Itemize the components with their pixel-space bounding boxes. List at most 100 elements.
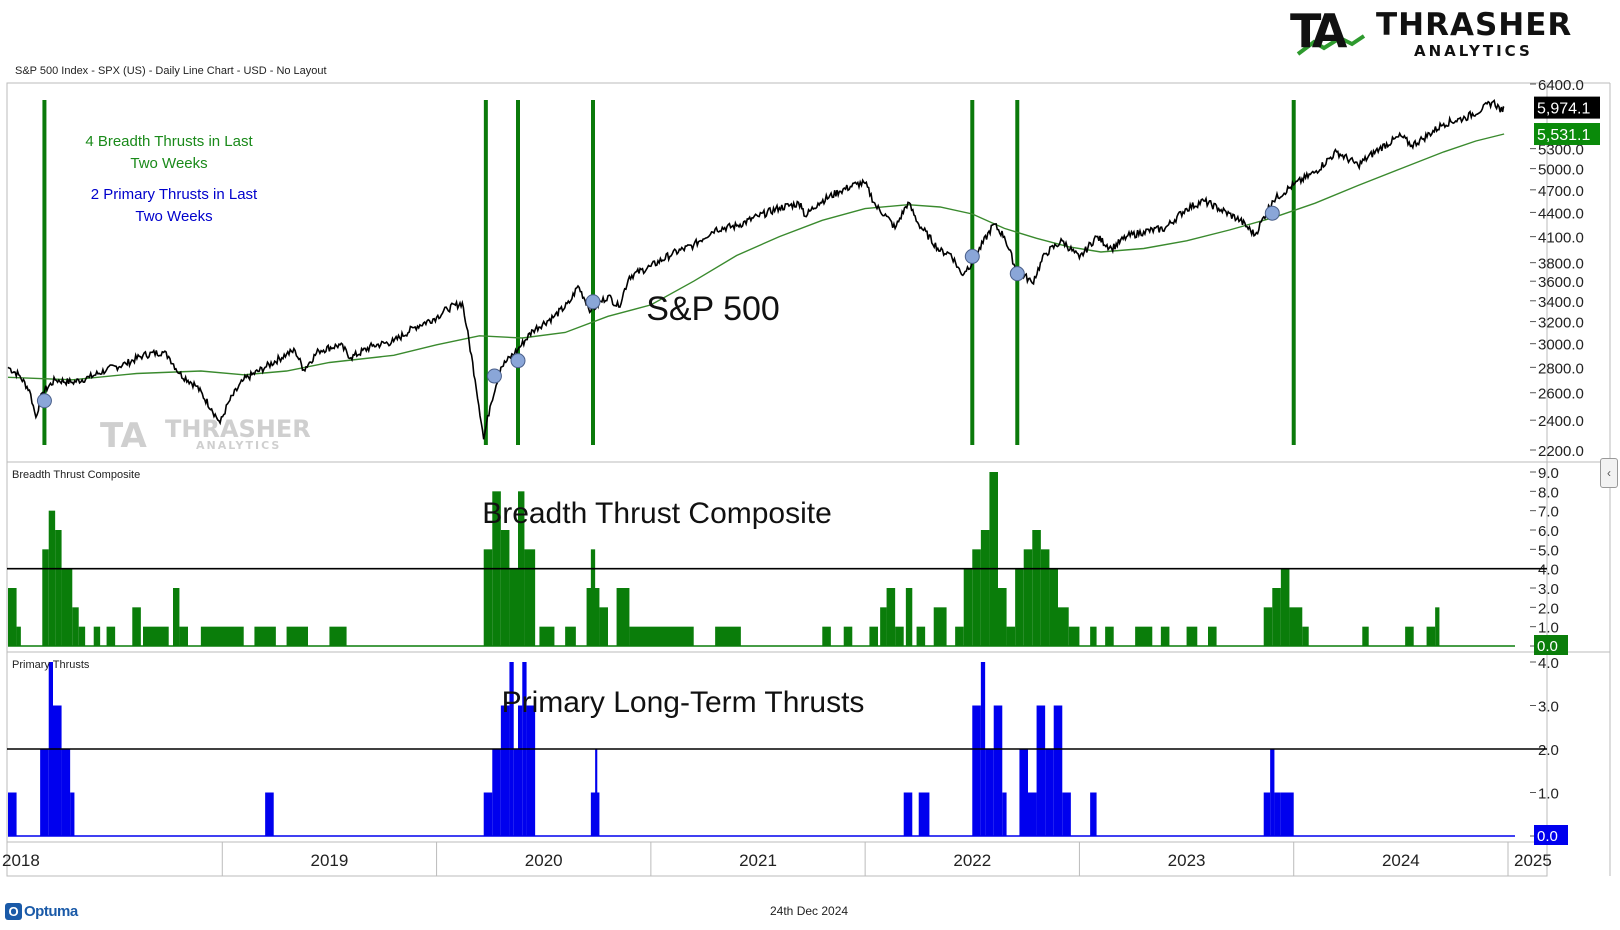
- breadth-bar: [93, 626, 101, 646]
- primary-bar: [70, 792, 75, 836]
- price-panel: 2200.0 2400.0 2600.0 2800.0 3000.0 3200.0 3400…: [7, 77, 1600, 460]
- breadth-bar: [629, 626, 694, 646]
- breadth-bar: [1006, 626, 1016, 646]
- xaxis-label: 2024: [1382, 851, 1420, 870]
- breadth-panel: 0.01.02.03.04.05.06.07.08.09.00.0: [7, 465, 1568, 656]
- breadth-bar: [78, 626, 86, 646]
- primary-bar: [993, 705, 1003, 836]
- watermark-logo: TA THRASHER ANALYTICS: [100, 415, 311, 456]
- primary-bar: [1036, 705, 1046, 836]
- xaxis-label: 2022: [953, 851, 991, 870]
- breadth-panel-label: Breadth Thrust Composite: [12, 469, 140, 481]
- breadth-bar: [1160, 626, 1170, 646]
- breadth-bar: [106, 626, 116, 646]
- breadth-bar: [565, 626, 576, 646]
- primary-note-line2: Two Weeks: [135, 208, 212, 225]
- price-ytick-label: 4100.0: [1538, 230, 1584, 247]
- thrust-marker: [486, 368, 502, 384]
- sp500-price-line: [7, 98, 1505, 440]
- breadth-ytick-label: 4.0: [1538, 562, 1559, 579]
- primary-bar: [518, 705, 523, 836]
- primary-bar: [526, 705, 536, 836]
- primary-bar: [1263, 792, 1271, 836]
- breadth-bar: [1186, 626, 1198, 646]
- breadth-bar: [500, 530, 510, 646]
- breadth-bar: [843, 626, 853, 646]
- breadth-bar: [933, 607, 947, 646]
- breadth-last-value-box: [1534, 635, 1568, 655]
- primary-bar: [918, 792, 930, 836]
- thrust-marker: [36, 393, 52, 409]
- primary-bar: [1270, 749, 1275, 836]
- breadth-note-line2: Two Weeks: [130, 155, 207, 172]
- price-ytick-label: 3600.0: [1538, 274, 1584, 291]
- xaxis-label: 2019: [311, 851, 349, 870]
- breadth-bar: [590, 549, 596, 646]
- breadth-bar: [509, 568, 518, 646]
- breadth-bar: [254, 626, 276, 646]
- breadth-bar: [1090, 626, 1097, 646]
- primary-bar: [500, 705, 510, 836]
- watermark-name: THRASHER: [165, 415, 311, 443]
- price-ytick-label: 4400.0: [1538, 205, 1584, 222]
- breadth-bar: [895, 626, 904, 646]
- breadth-bar: [1272, 588, 1281, 646]
- breadth-bar: [1015, 568, 1024, 646]
- chart-descriptor: S&P 500 Index - SPX (US) - Daily Line Ch…: [15, 65, 327, 77]
- breadth-ytick-label: 7.0: [1538, 504, 1559, 521]
- primary-note-line1: 2 Primary Thrusts in Last: [91, 186, 258, 203]
- price-ytick-label: 6400.0: [1538, 77, 1584, 94]
- xaxis-label: 2025: [1514, 851, 1552, 870]
- price-ytick-label: 3400.0: [1538, 294, 1584, 311]
- breadth-bar: [1032, 530, 1041, 646]
- thrust-marker: [1009, 266, 1025, 282]
- xaxis-label: 2020: [525, 851, 563, 870]
- primary-bar: [972, 705, 981, 836]
- breadth-bar: [1405, 626, 1414, 646]
- breadth-bar: [972, 549, 981, 646]
- breadth-last-value-label: 0.0: [1537, 638, 1558, 655]
- brand-logo: TA THRASHER ANALYTICS: [1290, 6, 1590, 60]
- breadth-bar: [599, 607, 608, 646]
- price-ytick-label: 3200.0: [1538, 315, 1584, 332]
- xaxis-label: 2021: [739, 851, 777, 870]
- watermark-sub: ANALYTICS: [196, 439, 281, 452]
- breadth-bar: [1058, 607, 1069, 646]
- chevron-left-icon[interactable]: ‹: [1600, 458, 1618, 488]
- primary-bar: [1062, 792, 1071, 836]
- breadth-bar: [1362, 626, 1369, 646]
- breadth-bar: [1023, 549, 1033, 646]
- breadth-bar: [539, 626, 555, 646]
- breadth-ytick-label: 3.0: [1538, 581, 1559, 598]
- price-ytick-label: 3800.0: [1538, 256, 1584, 273]
- breadth-bar: [980, 530, 990, 646]
- breadth-chart-title: Breadth Thrust Composite: [482, 497, 832, 530]
- price-ytick-label: 2600.0: [1538, 386, 1584, 403]
- breadth-bar: [483, 549, 493, 646]
- primary-chart-title: Primary Long-Term Thrusts: [502, 686, 865, 719]
- breadth-bar: [286, 626, 308, 646]
- primary-bar: [1280, 792, 1294, 836]
- primary-bar: [903, 792, 913, 836]
- breadth-bar: [329, 626, 347, 646]
- primary-ytick-label: 4.0: [1538, 655, 1559, 672]
- breadth-bar: [963, 568, 973, 646]
- primary-bar: [590, 792, 600, 836]
- primary-bar: [1019, 749, 1028, 836]
- breadth-ytick-label: 5.0: [1538, 542, 1559, 559]
- breadth-bar: [524, 549, 536, 646]
- price-ytick-label: 2800.0: [1538, 360, 1584, 377]
- xaxis-label: 2023: [1168, 851, 1206, 870]
- primary-ytick-label: 3.0: [1538, 699, 1559, 716]
- breadth-bar: [42, 549, 49, 646]
- breadth-ytick-label: 8.0: [1538, 484, 1559, 501]
- breadth-bar: [16, 626, 21, 646]
- primary-bar: [985, 749, 994, 836]
- last-value-box: [1534, 123, 1600, 146]
- brand-name: THRASHER: [1376, 7, 1573, 43]
- primary-bar: [265, 792, 274, 836]
- xaxis-label: 2018: [2, 851, 40, 870]
- thrust-marker: [1264, 205, 1280, 221]
- breadth-bar: [179, 626, 188, 646]
